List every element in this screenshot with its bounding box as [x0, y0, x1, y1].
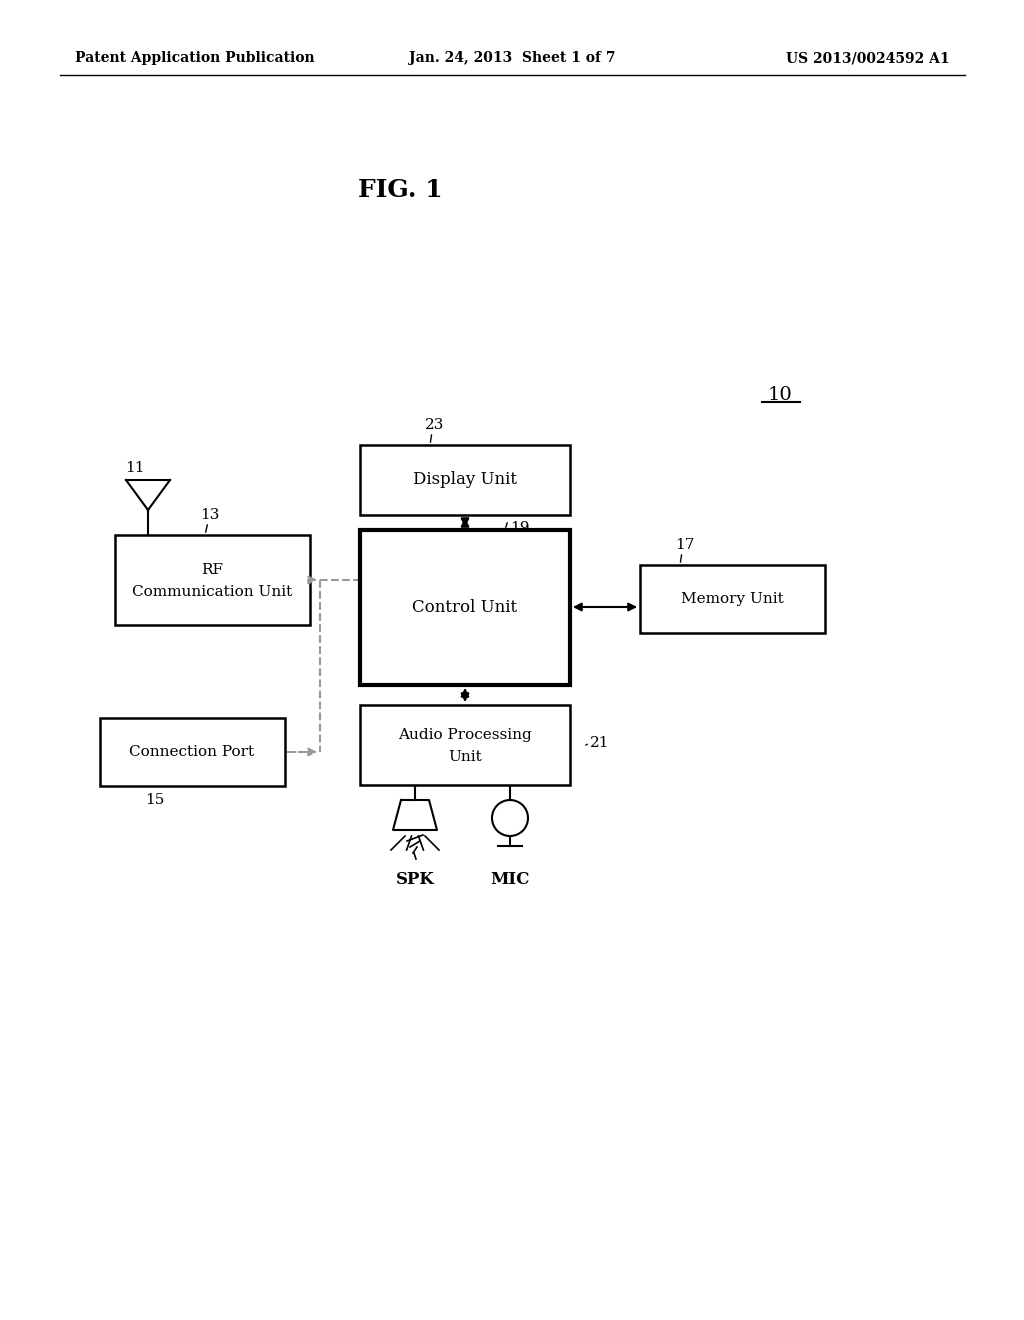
Text: Display Unit: Display Unit [413, 471, 517, 488]
Text: 17: 17 [675, 539, 694, 552]
Bar [360, 705, 570, 785]
Text: 19: 19 [510, 521, 529, 535]
Text: Patent Application Publication: Patent Application Publication [75, 51, 314, 65]
Text: 13: 13 [201, 508, 220, 521]
Text: Audio Processing: Audio Processing [398, 729, 531, 742]
Text: Memory Unit: Memory Unit [681, 591, 783, 606]
Bar [115, 535, 310, 624]
Text: 11: 11 [125, 461, 144, 475]
Text: Control Unit: Control Unit [413, 598, 517, 615]
Bar [100, 718, 285, 785]
Bar [640, 565, 825, 634]
Text: Unit: Unit [449, 750, 482, 764]
Bar [360, 531, 570, 685]
Text: MIC: MIC [490, 871, 529, 888]
Text: SPK: SPK [395, 871, 434, 888]
Text: RF: RF [201, 564, 223, 577]
Text: FIG. 1: FIG. 1 [357, 178, 442, 202]
Text: Communication Unit: Communication Unit [132, 585, 292, 599]
Text: 21: 21 [590, 737, 609, 750]
Text: Connection Port: Connection Port [129, 744, 255, 759]
Text: 15: 15 [145, 793, 165, 807]
Text: US 2013/0024592 A1: US 2013/0024592 A1 [786, 51, 950, 65]
Text: 10: 10 [768, 385, 793, 404]
Bar [360, 445, 570, 515]
Text: Jan. 24, 2013  Sheet 1 of 7: Jan. 24, 2013 Sheet 1 of 7 [409, 51, 615, 65]
Text: 23: 23 [425, 418, 444, 432]
